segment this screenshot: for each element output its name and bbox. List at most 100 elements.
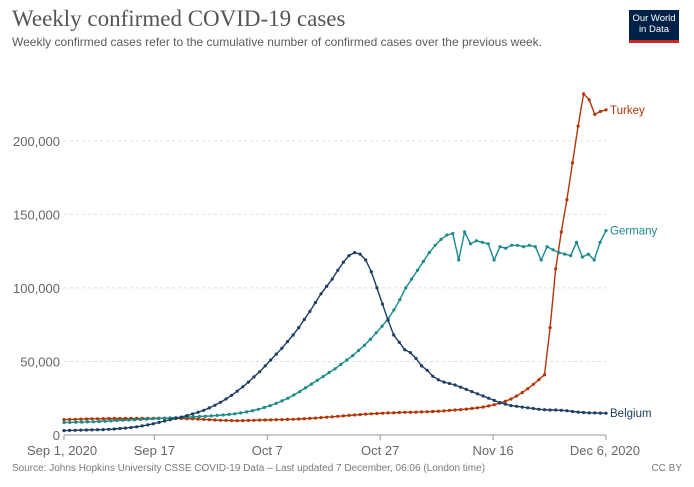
y-tick-label: 0 [53, 428, 60, 443]
source-note: Source: Johns Hopkins University CSSE CO… [12, 463, 486, 474]
data-point [319, 292, 323, 296]
data-point [503, 399, 507, 403]
data-point [415, 268, 420, 272]
x-tick-label: Sep 1, 2020 [27, 443, 97, 458]
data-point [576, 410, 580, 414]
data-point [351, 354, 355, 358]
data-point [174, 416, 178, 420]
data-point [207, 418, 211, 422]
data-point [298, 390, 302, 394]
data-point [230, 419, 234, 423]
data-point [157, 420, 161, 424]
data-point [436, 378, 440, 382]
data-point [330, 277, 334, 281]
data-point [297, 326, 301, 330]
data-point [364, 412, 368, 416]
data-point [213, 403, 217, 407]
data-point [516, 243, 520, 247]
data-point [526, 406, 530, 410]
x-tick-label: Oct 7 [252, 443, 283, 458]
series-lines [62, 92, 608, 433]
chart-subtitle: Weekly confirmed cases refer to the cumu… [12, 35, 543, 49]
data-point [239, 411, 243, 415]
data-point [285, 340, 290, 344]
data-point [380, 324, 384, 328]
data-point [554, 267, 558, 271]
data-point [84, 428, 88, 432]
data-point [503, 402, 507, 406]
data-point [374, 331, 378, 335]
data-point [587, 411, 591, 415]
data-point [140, 424, 144, 428]
data-point [498, 401, 502, 405]
data-point [309, 382, 313, 386]
data-point [90, 428, 94, 432]
data-point [95, 428, 100, 432]
data-point [487, 404, 491, 408]
owid-logo[interactable]: Our World in Data [629, 10, 679, 43]
data-point [118, 426, 122, 431]
data-point [392, 411, 396, 415]
data-point [593, 112, 597, 116]
data-point [459, 385, 463, 389]
data-point [291, 333, 295, 337]
data-point [464, 407, 468, 411]
data-point [498, 245, 502, 249]
data-point [227, 412, 231, 416]
data-point [101, 417, 105, 421]
data-point [474, 239, 478, 243]
data-point [574, 240, 579, 244]
data-point [369, 270, 373, 274]
data-point [582, 92, 586, 96]
data-point [151, 422, 155, 426]
data-point [280, 346, 284, 350]
data-point [492, 398, 496, 402]
y-tick-label: 100,000 [13, 281, 60, 296]
data-point [397, 340, 401, 344]
data-point [582, 410, 586, 415]
x-tick-label: Oct 27 [361, 443, 399, 458]
data-point [341, 414, 345, 418]
data-point [86, 420, 90, 424]
data-point [330, 415, 334, 419]
data-point [127, 418, 131, 422]
series-line-turkey [63, 92, 607, 422]
data-point [336, 414, 340, 418]
data-point [548, 326, 552, 330]
data-point [308, 309, 312, 313]
data-point [250, 409, 255, 413]
data-point [79, 417, 83, 421]
data-point [215, 413, 219, 417]
data-point [246, 380, 250, 384]
series-turkey [62, 92, 608, 423]
data-point [403, 410, 407, 414]
data-point [209, 414, 213, 418]
data-point [256, 407, 260, 411]
data-point [447, 408, 452, 412]
data-point [62, 420, 66, 425]
data-point [515, 394, 519, 398]
data-point [274, 418, 278, 422]
data-point [224, 418, 228, 422]
data-point [268, 404, 272, 408]
data-point [101, 428, 105, 432]
data-point [527, 243, 532, 247]
data-point [168, 418, 172, 422]
data-point [551, 248, 555, 252]
data-point [202, 408, 206, 412]
data-point [457, 258, 461, 262]
license-link[interactable]: CC BY [651, 463, 682, 474]
data-point [481, 394, 485, 398]
data-point [420, 410, 424, 414]
data-point [246, 418, 250, 422]
data-point [408, 410, 412, 414]
data-point [380, 302, 385, 306]
data-point [593, 411, 597, 415]
data-point [263, 418, 267, 422]
data-point [280, 399, 284, 403]
data-point [504, 246, 508, 250]
data-point [375, 411, 379, 416]
data-point [144, 417, 149, 421]
data-point [431, 374, 435, 378]
